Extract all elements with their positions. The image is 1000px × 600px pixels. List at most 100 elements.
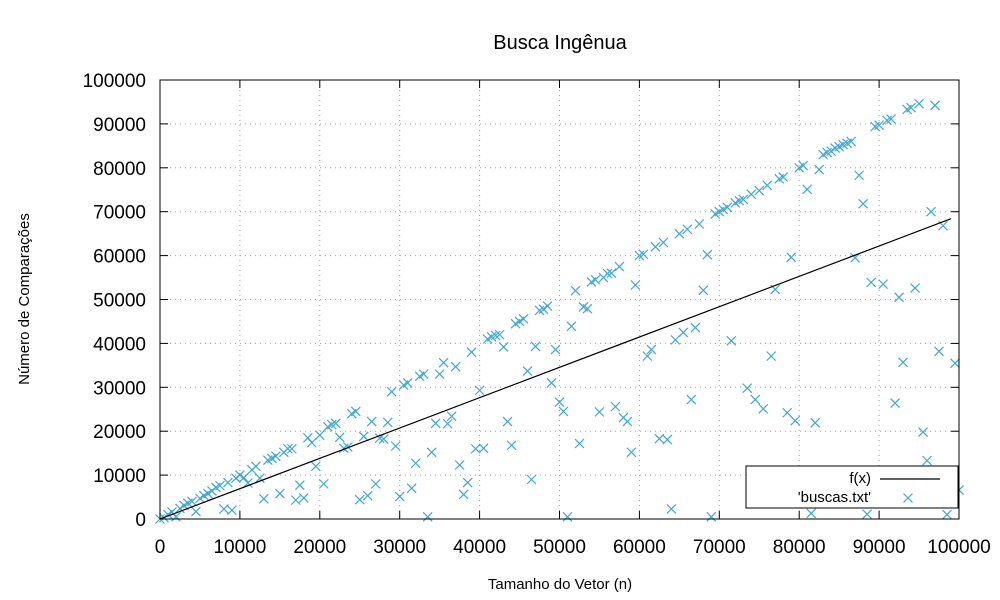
data-point [950,358,960,369]
data-point [742,383,753,394]
data-point [450,361,461,372]
data-point [862,509,873,520]
fit-line [159,218,952,520]
data-point [230,473,241,484]
data-point [926,206,936,217]
y-tick-label: 50000 [93,291,146,312]
data-point [650,241,661,252]
x-tick-label: 20000 [293,537,346,558]
data-point [270,451,281,462]
data-point [306,437,317,448]
data-point [846,136,857,147]
data-point [558,406,569,417]
data-point [910,283,920,294]
legend-label-buscas: 'buscas.txt' [798,489,871,506]
data-point [218,503,229,514]
data-point [762,180,773,191]
data-point [722,202,733,213]
data-point [378,434,389,445]
data-point [894,292,904,303]
plot-frame [159,79,960,520]
x-tick-label: 60000 [613,537,666,558]
data-point [446,411,457,422]
data-point [814,164,825,175]
data-point [582,303,593,314]
data-point [878,279,889,290]
data-point [890,398,901,409]
y-tick-label: 60000 [93,247,146,268]
data-point [906,102,916,113]
data-point [574,438,585,449]
data-point [310,461,321,472]
data-point [410,458,421,469]
data-point [790,415,801,426]
data-point [798,160,809,171]
data-point [706,511,717,522]
axis-ticks [159,79,960,520]
data-point [366,416,377,427]
data-point [942,509,952,520]
y-tick-label: 30000 [93,378,146,399]
y-tick-labels: 0 10000 20000 30000 40000 50000 60000 70000 8000… [83,71,146,531]
legend-box [745,465,959,509]
data-point [494,329,505,340]
data-point [298,493,309,503]
data-point [334,432,345,443]
data-point [250,461,261,472]
data-point [646,344,657,355]
x-axis-label: Tamanho do Vetor (n) [488,576,632,593]
x-tick-label: 10000 [213,537,266,558]
data-point [682,224,693,235]
data-point [522,366,533,376]
x-tick-labels: 0 10000 20000 30000 40000 50000 60000 70000 8000… [155,537,991,558]
data-point [854,170,865,181]
data-point [782,407,793,418]
legend-marker-x [903,493,913,503]
data-point [590,274,601,285]
data-point [850,252,861,263]
data-point [702,249,713,260]
data-point [678,327,689,338]
scatter-series [155,98,964,524]
data-point [898,357,908,368]
data-point [886,114,897,124]
data-point [542,301,553,312]
data-point [654,433,665,444]
data-point [606,268,617,279]
data-point [754,185,765,196]
data-point [758,403,769,414]
x-tick-label: 40000 [453,537,506,558]
x-tick-label: 0 [155,537,166,558]
data-point [806,508,817,519]
x-tick-label: 70000 [693,537,746,558]
data-point [630,280,641,290]
x-tick-label: 80000 [773,537,826,558]
y-tick-label: 40000 [93,334,146,355]
data-point [458,489,469,500]
data-point [538,304,549,315]
data-point [466,347,477,358]
data-point [438,357,449,368]
data-point [258,493,269,504]
data-point [670,334,681,345]
y-axis-label: Número de Comparações [16,213,33,385]
y-tick-label: 90000 [93,115,146,136]
data-point [662,434,673,445]
data-point [666,503,677,514]
data-point [826,146,837,157]
data-point [566,321,577,332]
data-point [786,252,797,263]
data-point [554,397,565,408]
data-point [430,418,441,429]
data-point [474,385,485,396]
data-point [390,441,401,452]
data-point [498,341,509,352]
legend-label-fx: f(x) [849,470,871,487]
data-point [282,443,293,454]
data-point [191,506,201,517]
data-point [442,418,453,429]
data-point [226,505,237,516]
y-tick-label: 70000 [93,203,146,224]
data-point [254,473,265,484]
